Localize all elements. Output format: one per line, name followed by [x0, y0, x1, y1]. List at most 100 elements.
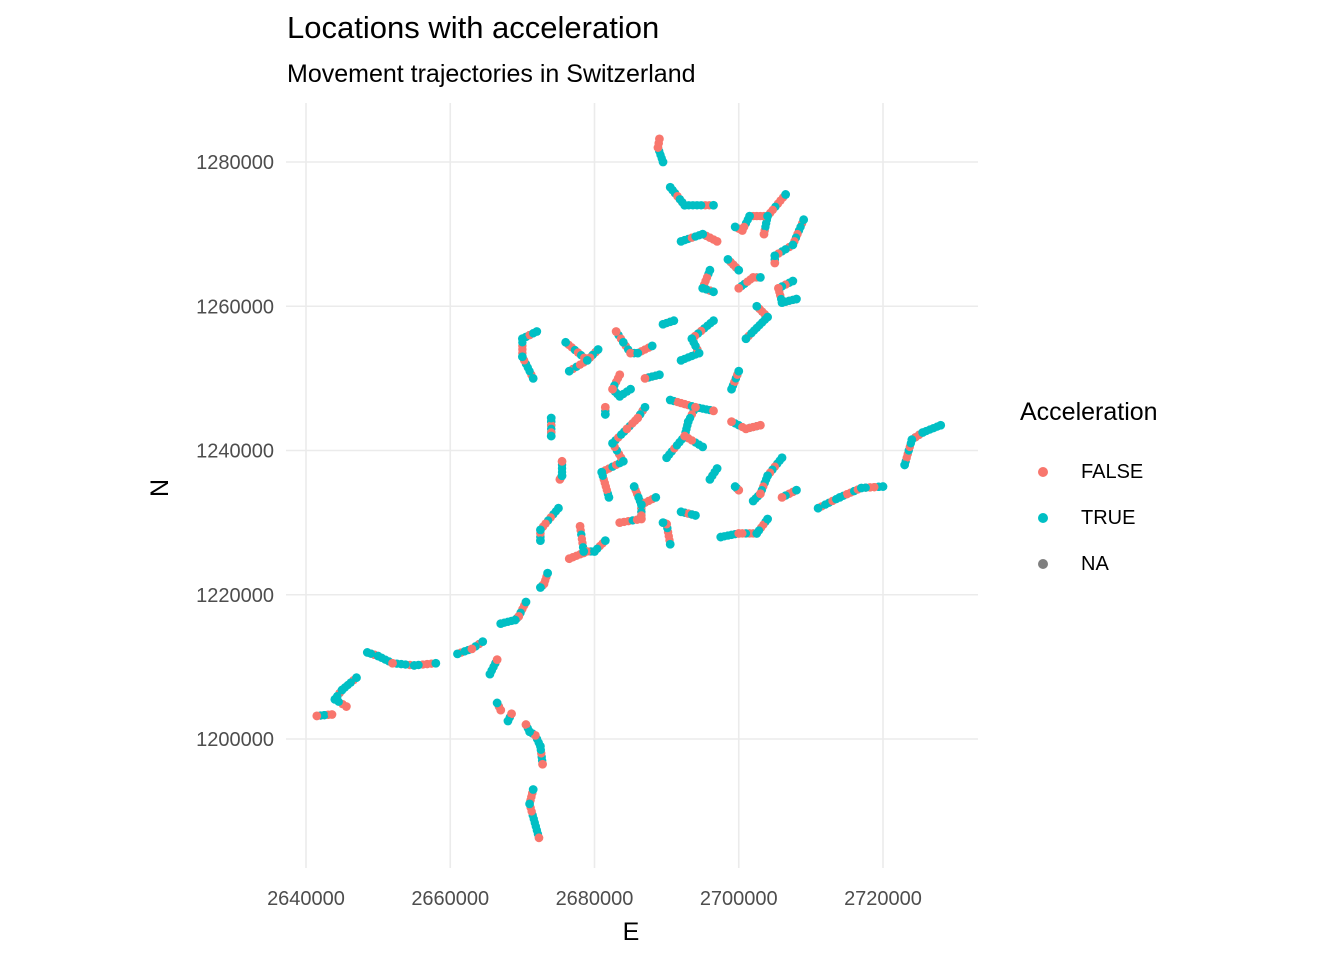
data-point — [485, 669, 495, 679]
data-point — [503, 716, 513, 726]
data-point — [716, 532, 726, 542]
data-point — [327, 710, 337, 719]
y-axis-title: N — [146, 479, 174, 497]
data-point — [781, 190, 791, 199]
data-point — [792, 485, 801, 495]
data-point — [633, 348, 643, 358]
data-point — [907, 435, 917, 445]
data-point — [536, 741, 545, 751]
data-point — [582, 355, 592, 365]
data-point — [615, 370, 625, 380]
data-point — [662, 453, 672, 463]
data-point — [658, 319, 668, 329]
data-point — [900, 460, 910, 470]
data-point — [521, 597, 531, 607]
data-point — [615, 518, 625, 528]
data-point — [734, 366, 744, 376]
data-point — [741, 334, 751, 344]
trajectory-tracks — [316, 139, 942, 839]
chart-title: Locations with acceleration — [287, 10, 660, 45]
data-point — [777, 492, 787, 502]
data-point — [608, 438, 617, 448]
data-point — [579, 547, 589, 556]
data-point — [734, 529, 744, 538]
data-point — [532, 327, 542, 336]
data-point — [680, 200, 690, 210]
data-point — [478, 637, 488, 647]
x-tick-label: 2680000 — [556, 888, 634, 910]
data-point — [626, 384, 635, 394]
x-tick-label: 2640000 — [267, 888, 345, 910]
legend-item-false: FALSE — [1020, 449, 1158, 495]
data-point — [691, 511, 700, 520]
x-tick-label: 2700000 — [700, 888, 778, 910]
data-point — [653, 143, 663, 152]
data-point — [431, 658, 441, 668]
data-point — [622, 424, 632, 434]
data-point — [712, 236, 722, 246]
data-point — [676, 355, 686, 365]
data-point — [626, 348, 635, 358]
data-point — [763, 211, 772, 221]
data-point — [554, 503, 563, 513]
data-point — [788, 240, 798, 250]
data-point — [792, 294, 801, 304]
x-tick-label: 2720000 — [844, 888, 922, 910]
legend-key-true — [1038, 513, 1048, 523]
data-point — [496, 619, 506, 628]
data-point — [543, 568, 553, 578]
data-point — [755, 273, 765, 282]
data-point — [651, 492, 661, 502]
data-point — [774, 283, 783, 293]
data-point — [734, 283, 744, 293]
data-point — [590, 547, 599, 556]
data-point — [525, 727, 534, 737]
data-point — [655, 134, 664, 144]
data-point — [669, 316, 679, 326]
data-point — [510, 615, 520, 625]
data-point — [694, 348, 704, 358]
legend-label-na: NA — [1081, 552, 1109, 575]
data-point — [878, 482, 888, 491]
data-point — [741, 424, 751, 434]
data-point — [737, 226, 747, 235]
data-point — [730, 482, 740, 491]
data-point — [536, 525, 545, 535]
legend-key-na — [1038, 559, 1048, 569]
data-point — [492, 698, 502, 708]
data-point — [618, 456, 628, 466]
legend-item-na: NA — [1020, 541, 1158, 587]
data-point — [763, 514, 772, 524]
data-point — [536, 583, 545, 592]
data-point — [665, 539, 675, 549]
data-point — [658, 157, 668, 167]
data-point — [564, 554, 574, 564]
data-point — [507, 709, 516, 719]
data-point — [636, 514, 646, 524]
data-point — [388, 658, 397, 668]
data-point — [611, 327, 621, 336]
data-point — [665, 182, 675, 192]
data-point — [337, 685, 347, 695]
data-point — [936, 420, 946, 430]
data-point — [521, 720, 531, 729]
data-point — [777, 453, 787, 463]
data-point — [698, 229, 708, 239]
y-tick-label: 1200000 — [196, 729, 274, 751]
y-tick-label: 1240000 — [196, 441, 274, 463]
data-point — [687, 334, 697, 344]
data-point — [745, 211, 754, 221]
data-point — [665, 395, 675, 405]
data-point — [712, 464, 722, 473]
data-point — [618, 337, 628, 347]
data-point — [561, 337, 571, 347]
data-point — [705, 474, 715, 484]
data-point — [705, 265, 715, 275]
data-point — [467, 644, 477, 654]
data-point — [777, 298, 787, 308]
chart-subtitle: Movement trajectories in Switzerland — [287, 60, 696, 88]
data-point — [676, 507, 686, 517]
data-point — [604, 492, 614, 502]
data-point — [528, 785, 538, 794]
data-point — [655, 370, 664, 380]
